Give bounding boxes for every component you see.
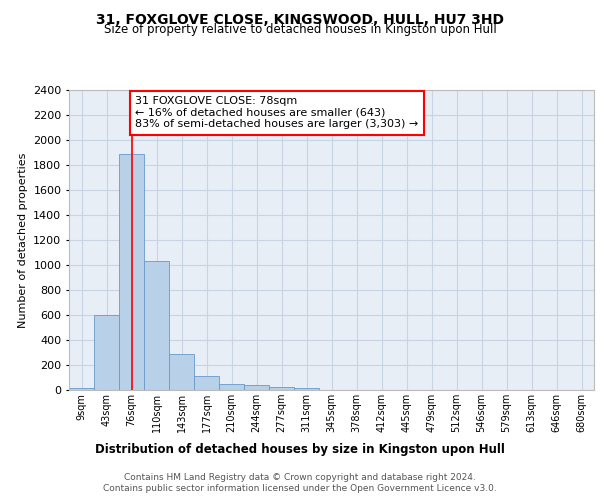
Text: 31, FOXGLOVE CLOSE, KINGSWOOD, HULL, HU7 3HD: 31, FOXGLOVE CLOSE, KINGSWOOD, HULL, HU7…: [96, 12, 504, 26]
Bar: [144, 261, 169, 390]
Y-axis label: Number of detached properties: Number of detached properties: [17, 152, 28, 328]
Text: Distribution of detached houses by size in Kingston upon Hull: Distribution of detached houses by size …: [95, 442, 505, 456]
Bar: [294, 388, 319, 390]
Text: Size of property relative to detached houses in Kingston upon Hull: Size of property relative to detached ho…: [104, 22, 496, 36]
Bar: [94, 315, 119, 390]
Bar: [194, 376, 219, 390]
Text: 31 FOXGLOVE CLOSE: 78sqm
← 16% of detached houses are smaller (643)
83% of semi-: 31 FOXGLOVE CLOSE: 78sqm ← 16% of detach…: [135, 96, 419, 130]
Bar: [269, 386, 294, 390]
Text: Contains HM Land Registry data © Crown copyright and database right 2024.: Contains HM Land Registry data © Crown c…: [124, 472, 476, 482]
Bar: [169, 354, 194, 390]
Text: Contains public sector information licensed under the Open Government Licence v3: Contains public sector information licen…: [103, 484, 497, 493]
Bar: [69, 388, 94, 390]
Bar: [244, 384, 269, 390]
Bar: [219, 384, 244, 390]
Bar: [119, 154, 144, 390]
